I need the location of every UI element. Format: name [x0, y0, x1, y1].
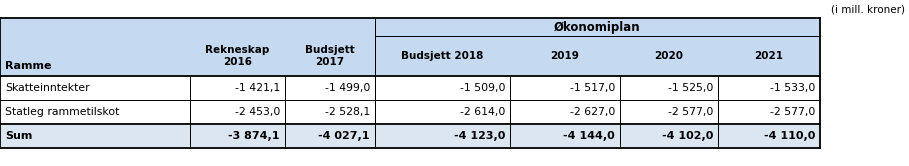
Bar — [0, 36, 820, 76]
Text: -4 102,0: -4 102,0 — [662, 131, 713, 141]
Text: -4 027,1: -4 027,1 — [318, 131, 370, 141]
Text: -2 528,1: -2 528,1 — [325, 107, 370, 117]
Bar — [0, 76, 820, 100]
Text: -2 614,0: -2 614,0 — [460, 107, 505, 117]
Text: -1 421,1: -1 421,1 — [235, 83, 280, 93]
Bar — [0, 124, 820, 148]
Text: Budsjett 2018: Budsjett 2018 — [401, 51, 484, 61]
Text: -1 499,0: -1 499,0 — [325, 83, 370, 93]
Text: Økonomiplan: Økonomiplan — [554, 20, 641, 34]
Text: Skatteinntekter: Skatteinntekter — [5, 83, 90, 93]
Bar — [0, 18, 820, 36]
Text: (i mill. kroner): (i mill. kroner) — [831, 4, 905, 14]
Text: Budsjett
2017: Budsjett 2017 — [305, 45, 355, 67]
Text: -1 533,0: -1 533,0 — [770, 83, 815, 93]
Text: 2020: 2020 — [654, 51, 684, 61]
Text: -2 453,0: -2 453,0 — [235, 107, 280, 117]
Text: -4 123,0: -4 123,0 — [454, 131, 505, 141]
Text: 2019: 2019 — [551, 51, 579, 61]
Text: Ramme: Ramme — [5, 61, 52, 71]
Text: -1 525,0: -1 525,0 — [667, 83, 713, 93]
Text: -2 627,0: -2 627,0 — [570, 107, 615, 117]
Text: Statleg rammetilskot: Statleg rammetilskot — [5, 107, 119, 117]
Text: Sum: Sum — [5, 131, 33, 141]
Text: Rekneskap
2016: Rekneskap 2016 — [205, 45, 270, 67]
Text: -2 577,0: -2 577,0 — [667, 107, 713, 117]
Text: -4 144,0: -4 144,0 — [564, 131, 615, 141]
Text: -1 517,0: -1 517,0 — [570, 83, 615, 93]
Bar — [0, 100, 820, 124]
Text: -2 577,0: -2 577,0 — [770, 107, 815, 117]
Text: -4 110,0: -4 110,0 — [764, 131, 815, 141]
Text: 2021: 2021 — [754, 51, 784, 61]
Text: -1 509,0: -1 509,0 — [460, 83, 505, 93]
Text: -3 874,1: -3 874,1 — [228, 131, 280, 141]
